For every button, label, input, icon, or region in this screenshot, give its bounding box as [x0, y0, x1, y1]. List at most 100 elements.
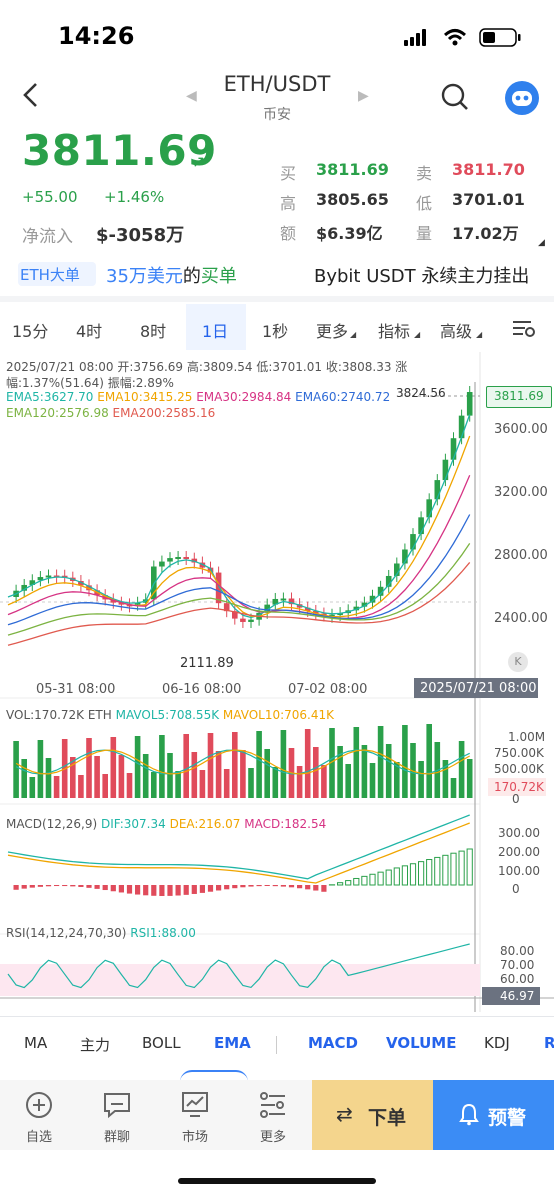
nav-more[interactable]: [258, 1090, 288, 1124]
candle-body: [296, 604, 303, 608]
macd-bar: [450, 852, 457, 886]
reset-chart-icon[interactable]: K: [508, 652, 528, 672]
candle-body: [86, 585, 92, 591]
chat-bubble-icon: [104, 1093, 130, 1119]
ticker-message[interactable]: 35万美元的买单: [106, 262, 237, 288]
volume-bar: [369, 763, 376, 798]
ticker-tag[interactable]: ETH大单: [20, 266, 80, 284]
rsi-y-3: 60.00: [500, 972, 535, 986]
advanced-menu[interactable]: 高级: [440, 322, 473, 341]
timeframe-1d[interactable]: 1日: [202, 322, 229, 341]
candle-body: [466, 392, 473, 416]
market-monitor-icon: [182, 1092, 208, 1117]
indicators-menu[interactable]: 指标: [378, 322, 411, 341]
indicator-macd[interactable]: MACD: [308, 1034, 358, 1052]
volume-bar: [280, 730, 287, 798]
volume-bar: [118, 755, 125, 798]
indicator-ma[interactable]: MA: [24, 1034, 48, 1052]
vol-y-2: 750.00K: [494, 746, 544, 760]
timeframe-8h[interactable]: 8时: [140, 322, 167, 341]
previous-pair-icon[interactable]: ◀: [186, 88, 197, 104]
back-button[interactable]: [18, 80, 44, 116]
nav-group-chat-label[interactable]: 群聊: [103, 1130, 130, 1145]
indicator-main-force[interactable]: 主力: [80, 1036, 111, 1054]
macd-y-3: 100.00: [498, 864, 540, 878]
candle-body: [248, 619, 254, 622]
macd-bar: [183, 885, 189, 895]
macd-bar: [21, 885, 27, 889]
wifi-icon: [443, 29, 467, 46]
volume-bar: [296, 766, 303, 798]
crosshair-date: 2025/07/21 08:00: [420, 681, 537, 696]
ema10-line: [7, 435, 471, 618]
macd-bar: [409, 863, 417, 886]
candle-body: [215, 572, 222, 604]
nav-market[interactable]: [180, 1090, 210, 1124]
scroll-arc-indicator: [180, 1070, 248, 1082]
macd-bar: [280, 885, 286, 887]
next-pair-icon[interactable]: ▶: [358, 88, 369, 104]
chart-settings-button[interactable]: [512, 318, 536, 342]
ticker-message-2[interactable]: Bybit USDT 永续主力挂出: [314, 266, 530, 287]
y-tick-1: 3600.00: [494, 422, 548, 437]
macd-bar: [102, 885, 108, 891]
volume-bar: [191, 752, 198, 798]
macd-y-2: 200.00: [498, 845, 540, 859]
last-price-tag: 3811.69: [494, 389, 544, 403]
candle-body: [264, 604, 270, 613]
macd-bar: [297, 885, 303, 889]
expand-corner-icon[interactable]: ◢: [538, 238, 545, 248]
volume-bar: [329, 728, 335, 798]
indicator-volume[interactable]: VOLUME: [386, 1034, 457, 1052]
macd-bar: [78, 885, 84, 887]
candle-body: [288, 598, 295, 605]
place-order-button[interactable]: [312, 1080, 433, 1150]
timeframe-4h[interactable]: 4时: [76, 322, 103, 341]
macd-bar: [434, 856, 441, 886]
indicators-dropdown-icon: ◢: [414, 330, 421, 339]
indicator-ema[interactable]: EMA: [214, 1034, 251, 1052]
search-button[interactable]: [440, 82, 470, 116]
volume-bar: [264, 749, 270, 798]
x-tick-1: 05-31 08:00: [36, 682, 116, 697]
nav-watchlist-label[interactable]: 自选: [25, 1130, 52, 1145]
nav-group-chat[interactable]: [102, 1090, 132, 1124]
rsi-current: 46.97: [500, 989, 535, 1003]
price-alert-button[interactable]: [433, 1080, 554, 1150]
sell-label: 卖: [416, 164, 433, 183]
candle-body: [418, 517, 424, 535]
macd-bar: [305, 885, 311, 890]
candle-body: [167, 558, 173, 562]
timeframe-1s[interactable]: 1秒: [262, 322, 289, 341]
amount-value: $6.39亿: [316, 224, 383, 243]
macd-bar: [264, 885, 270, 887]
macd-legend: MACD(12,26,9) DIF:307.34 DEA:216.07 MACD…: [6, 817, 326, 831]
rsi-band: [0, 964, 480, 996]
up-arrow-icon: ↗: [192, 152, 206, 171]
volume-bar: [385, 744, 392, 798]
pair-title[interactable]: ETH/USDT: [223, 72, 331, 96]
timeframe-more[interactable]: 更多: [316, 322, 349, 341]
nav-more-label[interactable]: 更多: [259, 1130, 286, 1145]
macd-bar: [393, 867, 400, 886]
ema-legend-1: EMA5:3627.70 EMA10:3415.25 EMA30:2984.84…: [6, 390, 390, 404]
macd-bar: [118, 885, 124, 893]
indicator-kdj[interactable]: KDJ: [484, 1034, 510, 1052]
macd-bar: [458, 850, 465, 886]
candle-body: [313, 610, 319, 614]
macd-bar: [288, 885, 295, 888]
ticker-tag-bg: [18, 262, 96, 286]
kline-chart[interactable]: [0, 352, 554, 1012]
indicator-rsi[interactable]: R: [544, 1034, 554, 1052]
nav-watchlist[interactable]: [24, 1090, 54, 1124]
volume-bar: [248, 768, 254, 798]
volume-bar: [86, 738, 92, 798]
timeframe-15m[interactable]: 15分: [12, 322, 49, 341]
assistant-button[interactable]: [504, 80, 540, 120]
add-circle-icon: [26, 1092, 52, 1118]
rsi-y-1: 80.00: [500, 944, 535, 958]
mavol10-label: MAVOL10:706.41K: [222, 708, 334, 722]
nav-market-label[interactable]: 市场: [181, 1130, 208, 1145]
rsi1-value: RSI1:88.00: [130, 926, 196, 940]
indicator-boll[interactable]: BOLL: [142, 1034, 181, 1052]
